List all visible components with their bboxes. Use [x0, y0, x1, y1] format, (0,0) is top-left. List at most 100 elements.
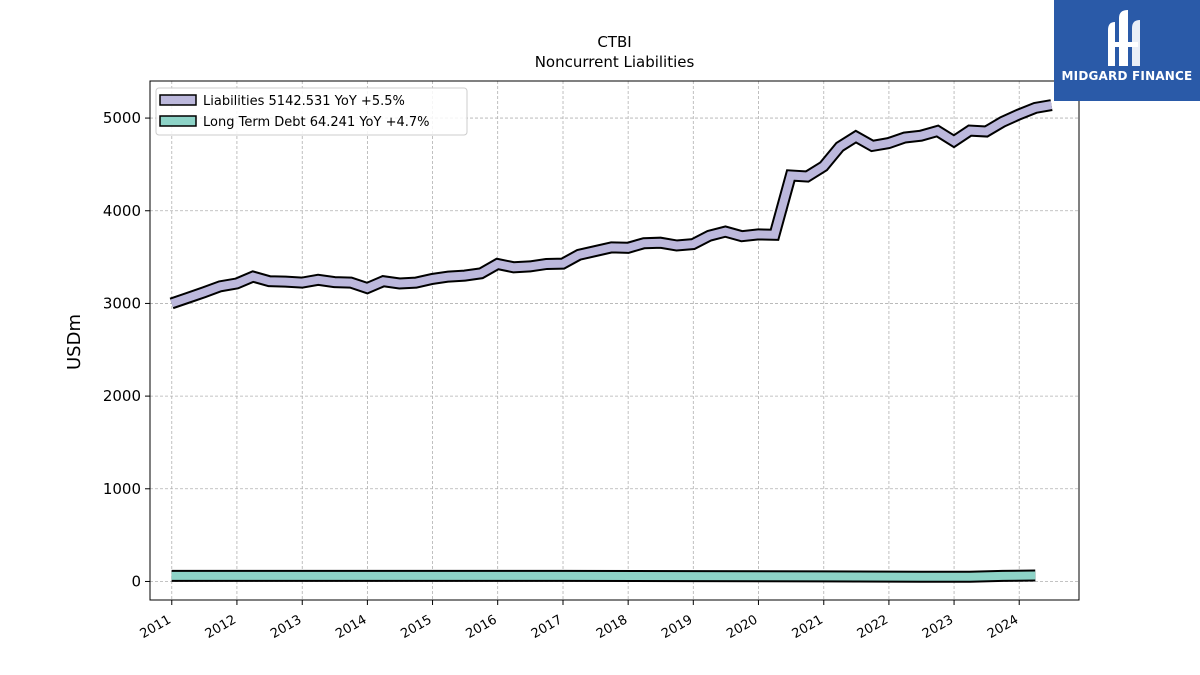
data-point-liabilities — [693, 244, 694, 245]
data-point-liabilities — [660, 242, 661, 243]
legend: Liabilities 5142.531 YoY +5.5% Long Term… — [155, 87, 468, 136]
data-point-liabilities — [1035, 107, 1036, 108]
y-tick-label: 2000 — [103, 387, 141, 405]
data-point-liabilities — [823, 166, 824, 167]
x-tick-label: 2023 — [920, 612, 956, 642]
data-point-liabilities — [807, 176, 808, 177]
data-point-liabilities — [318, 279, 319, 280]
data-point-liabilities — [171, 303, 172, 304]
data-point-long-term-debt — [823, 576, 824, 577]
brand-logo: MIDGARD FINANCE — [1054, 0, 1200, 101]
data-point-liabilities — [220, 286, 221, 287]
data-point-liabilities — [236, 283, 237, 284]
data-point-long-term-debt — [171, 575, 172, 576]
x-tick-label: 2012 — [203, 612, 239, 642]
data-point-liabilities — [725, 231, 726, 232]
chart-title: CTBI — [597, 33, 631, 51]
data-point-liabilities — [481, 273, 482, 274]
chart-subtitle: Noncurrent Liabilities — [535, 53, 695, 71]
data-point-liabilities — [611, 247, 612, 248]
y-tick-label: 4000 — [103, 202, 141, 220]
data-point-liabilities — [367, 288, 368, 289]
x-tick-label: 2022 — [855, 612, 891, 642]
data-point-liabilities — [203, 292, 204, 293]
data-point-long-term-debt — [562, 575, 563, 576]
data-point-liabilities — [187, 297, 188, 298]
data-point-liabilities — [1051, 105, 1052, 106]
legend-box — [155, 87, 468, 136]
data-point-long-term-debt — [1035, 575, 1036, 576]
brand-name: MIDGARD FINANCE — [1061, 69, 1193, 83]
data-point-long-term-debt — [302, 575, 303, 576]
data-point-liabilities — [546, 264, 547, 265]
y-tick-label: 1000 — [103, 480, 141, 498]
data-point-liabilities — [415, 282, 416, 283]
data-point-liabilities — [497, 264, 498, 265]
x-tick-label: 2016 — [464, 612, 500, 642]
y-tick-label: 0 — [131, 572, 141, 590]
legend-label-liabilities: Liabilities 5142.531 YoY +5.5% — [203, 94, 405, 109]
data-point-liabilities — [399, 283, 400, 284]
data-point-liabilities — [986, 131, 987, 132]
data-point-liabilities — [1002, 121, 1003, 122]
x-tick-label: 2015 — [398, 612, 434, 642]
data-point-liabilities — [872, 145, 873, 146]
legend-swatch-long-term-debt — [159, 115, 197, 127]
plot-frame — [149, 80, 1080, 601]
data-point-liabilities — [432, 278, 433, 279]
x-tick-label: 2011 — [138, 612, 174, 642]
data-point-liabilities — [790, 175, 791, 176]
data-point-long-term-debt — [432, 575, 433, 576]
data-point-liabilities — [774, 234, 775, 235]
data-point-liabilities — [709, 235, 710, 236]
data-point-liabilities — [253, 276, 254, 277]
midgard-logo-icon — [1108, 10, 1140, 66]
data-point-liabilities — [383, 281, 384, 282]
x-tick-label: 2019 — [659, 612, 695, 642]
data-point-long-term-debt — [1002, 575, 1003, 576]
data-point-liabilities — [513, 267, 514, 268]
data-point-liabilities — [741, 236, 742, 237]
data-point-liabilities — [644, 243, 645, 244]
data-point-long-term-debt — [969, 576, 970, 577]
legend-swatch-liabilities — [159, 94, 197, 106]
data-point-liabilities — [969, 130, 970, 131]
data-point-liabilities — [628, 247, 629, 248]
data-point-liabilities — [269, 281, 270, 282]
y-tick-label: 3000 — [103, 294, 141, 312]
data-point-liabilities — [839, 146, 840, 147]
data-point-long-term-debt — [693, 576, 694, 577]
data-point-liabilities — [578, 254, 579, 255]
data-point-liabilities — [350, 282, 351, 283]
legend-label-long-term-debt: Long Term Debt 64.241 YoY +4.7% — [203, 115, 430, 130]
data-point-liabilities — [1019, 114, 1020, 115]
x-tick-label: 2014 — [333, 612, 369, 642]
data-point-liabilities — [953, 141, 954, 142]
x-tick-label: 2013 — [268, 612, 304, 642]
data-point-long-term-debt — [921, 576, 922, 577]
data-point-liabilities — [562, 263, 563, 264]
data-point-liabilities — [595, 251, 596, 252]
data-point-liabilities — [676, 245, 677, 246]
data-point-liabilities — [921, 135, 922, 136]
y-tick-label: 5000 — [103, 109, 141, 127]
y-axis: 0 1000 2000 3000 4000 5000 — [103, 109, 150, 590]
x-tick-label: 2017 — [529, 612, 565, 642]
data-point-liabilities — [888, 143, 889, 144]
y-axis-label: USDm — [64, 314, 85, 370]
data-point-liabilities — [937, 131, 938, 132]
x-tick-label: 2020 — [724, 612, 760, 642]
data-point-liabilities — [302, 282, 303, 283]
x-tick-label: 2024 — [985, 612, 1021, 642]
grid — [150, 81, 1079, 600]
series-line-liabilities — [170, 101, 1053, 308]
data-point-liabilities — [904, 137, 905, 138]
data-point-liabilities — [855, 136, 856, 137]
data-point-liabilities — [530, 266, 531, 267]
data-point-liabilities — [285, 281, 286, 282]
x-tick-label: 2021 — [790, 612, 826, 642]
data-point-liabilities — [334, 282, 335, 283]
x-axis: 2011 2012 2013 2014 2015 2016 2017 2018 2019 2020… — [138, 600, 1021, 642]
series-layer — [169, 99, 1053, 583]
